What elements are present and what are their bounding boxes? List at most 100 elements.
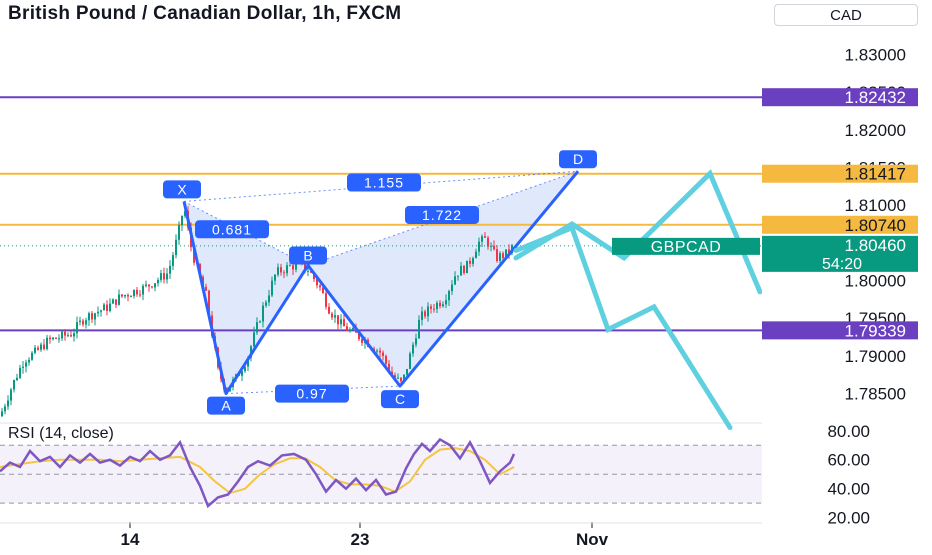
candle-body: [43, 344, 45, 350]
candle-body: [277, 267, 279, 275]
candle-body: [430, 306, 432, 309]
pattern-dotted-line-0: [183, 200, 309, 266]
candle-body: [58, 338, 60, 340]
pattern-point-c-box: [381, 390, 419, 409]
pattern-point-d: D: [573, 151, 583, 167]
candle-body: [208, 290, 210, 316]
currency-button[interactable]: CAD: [774, 4, 918, 26]
candle-body: [445, 300, 447, 305]
candle-body: [19, 367, 21, 378]
price-tick-label: 1.78500: [845, 385, 906, 404]
candle-body: [1, 411, 3, 417]
candle-body: [40, 344, 42, 350]
candle-body: [406, 368, 408, 375]
candle-body: [499, 253, 501, 261]
candle-body: [10, 389, 12, 401]
pattern-ratio-box-1: [195, 220, 269, 239]
candle-body: [352, 327, 354, 330]
candle-body: [61, 331, 63, 339]
candle-body: [97, 311, 99, 314]
pattern-point-d-box: [559, 150, 597, 169]
candle-body: [82, 320, 84, 325]
candle-body: [457, 275, 459, 277]
candle-body: [307, 270, 309, 272]
candle-body: [502, 253, 504, 258]
candle-body: [46, 337, 48, 350]
candle-body: [52, 337, 54, 340]
x-tick-label: 14: [121, 530, 140, 549]
candle-body: [379, 350, 381, 353]
candle-body: [451, 284, 453, 292]
axis-background: [762, 28, 932, 526]
candle-body: [463, 265, 465, 274]
last-price-label: 1.80460: [845, 236, 906, 255]
rsi-title: RSI (14, close): [8, 425, 114, 442]
candle-body: [172, 255, 174, 266]
candle-body: [181, 215, 183, 226]
candle-body: [133, 289, 135, 297]
candle-body: [394, 375, 396, 378]
candle-body: [244, 366, 246, 372]
candle-body: [505, 249, 507, 258]
price-level-badge-1: [762, 164, 918, 183]
price-level-label-0: 1.82432: [845, 88, 906, 107]
candle-body: [91, 313, 93, 320]
pattern-point-a: A: [221, 398, 231, 414]
pattern-fill-xab: [184, 201, 308, 394]
candle-body: [265, 302, 267, 306]
candle-body: [403, 374, 405, 382]
price-tick-label: 1.79000: [845, 347, 906, 366]
last-price-countdown: 54:20: [822, 256, 862, 273]
candle-body: [88, 313, 90, 321]
rsi-tick-label: 80.00: [827, 422, 870, 441]
candle-body: [163, 273, 165, 280]
candle-body: [262, 305, 264, 322]
pattern-point-a-box: [207, 396, 245, 415]
candle-body: [349, 329, 351, 331]
pattern-ratio-box-2: [405, 205, 479, 224]
candle-body: [151, 286, 153, 288]
candle-body: [274, 274, 276, 281]
candle-body: [247, 357, 249, 367]
candle-body: [118, 294, 120, 305]
price-level-badge-2: [762, 215, 918, 234]
candle-body: [361, 339, 363, 344]
candle-body: [115, 299, 117, 305]
pattern-point-c: C: [395, 391, 405, 407]
candle-body: [415, 338, 417, 345]
candle-body: [175, 239, 177, 256]
candle-body: [436, 302, 438, 310]
price-level-badge-3: [762, 321, 918, 340]
projection-path-1: [513, 224, 733, 431]
pattern-point-x: X: [177, 181, 187, 197]
axis-layer: 1.830001.825001.820001.815001.810001.800…: [0, 28, 932, 549]
candle-body: [334, 315, 336, 318]
harmonic-pattern-layer: X A B C D 1.155 0.681 1.722 0.97: [163, 150, 597, 415]
candle-body: [475, 251, 477, 259]
candle-body: [412, 344, 414, 354]
candle-body: [22, 366, 24, 368]
candle-body: [259, 321, 261, 323]
candle-body: [160, 273, 162, 280]
candle-body: [337, 315, 339, 325]
candle-body: [472, 258, 474, 264]
candle-body: [148, 284, 150, 287]
candle-body: [481, 236, 483, 242]
candle-body: [448, 291, 450, 301]
candle-body: [268, 295, 270, 303]
candle-body: [382, 352, 384, 356]
candle-body: [331, 313, 333, 318]
candle-body: [454, 276, 456, 285]
pattern-ratio-box-3: [275, 384, 349, 403]
price-level-badge-0: [762, 88, 918, 107]
candle-body: [4, 406, 6, 412]
candle-body: [79, 320, 81, 323]
candle-body: [256, 322, 258, 333]
candle-body: [385, 355, 387, 364]
pattern-ratio-1: 0.681: [212, 221, 252, 237]
candle-body: [484, 236, 486, 238]
candle-body: [25, 362, 27, 367]
candle-body: [37, 347, 39, 350]
